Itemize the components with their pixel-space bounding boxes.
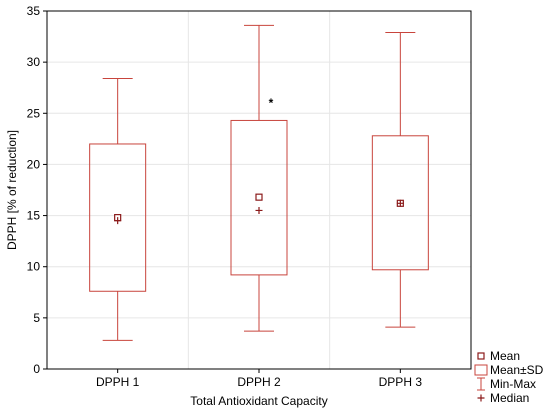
x-axis-title: Total Antioxidant Capacity [190, 394, 327, 408]
significance-annotation: * [269, 96, 274, 110]
y-tick-label: 5 [33, 311, 40, 325]
legend-whisker-symbol [477, 377, 485, 391]
median-marker [396, 199, 404, 207]
y-tick-label: 35 [27, 4, 41, 18]
legend-label: Mean [490, 349, 520, 363]
legend-mean-symbol [477, 352, 485, 360]
y-tick-label: 0 [33, 362, 40, 376]
mean-marker [255, 193, 263, 201]
y-tick-label: 25 [27, 106, 41, 120]
legend-label: Mean±SD [490, 363, 544, 377]
y-tick-label: 20 [27, 157, 41, 171]
legend-median-symbol [477, 394, 485, 402]
sd-box [230, 119, 288, 276]
legend-label: Median [490, 391, 529, 405]
median-marker [255, 206, 263, 214]
x-tick-label: DPPH 1 [96, 375, 140, 389]
x-tick-label: DPPH 2 [237, 375, 281, 389]
legend-sd-symbol [474, 364, 488, 376]
y-tick-label: 30 [27, 55, 41, 69]
sd-box [89, 143, 147, 292]
sd-box [371, 135, 429, 271]
y-tick-label: 15 [27, 209, 41, 223]
y-tick-label: 10 [27, 260, 41, 274]
median-marker [114, 217, 122, 225]
x-tick-label: DPPH 3 [379, 375, 423, 389]
legend-label: Min-Max [490, 377, 536, 391]
y-axis-title: DPPH [% of reduction] [5, 130, 19, 250]
